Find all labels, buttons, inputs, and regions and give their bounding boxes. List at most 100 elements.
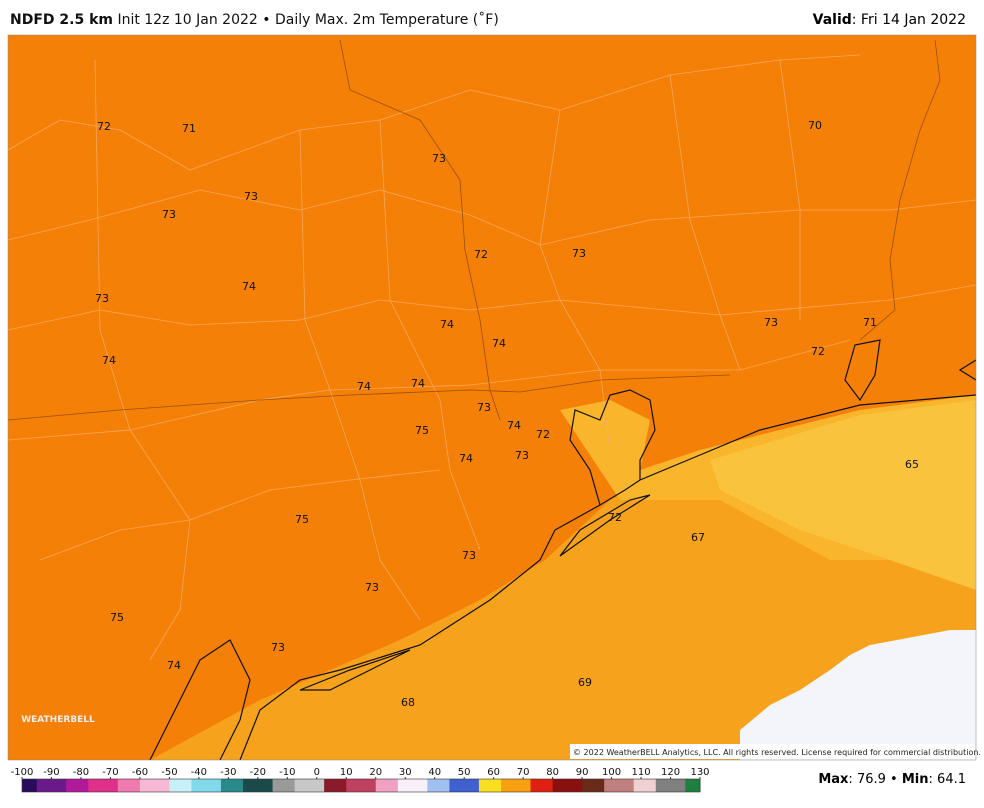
colorbar-cell — [375, 779, 384, 792]
valid-label: Valid — [812, 12, 852, 28]
colorbar-cell — [243, 779, 251, 792]
colorbar-cell — [692, 779, 701, 792]
colorbar-cell — [80, 779, 89, 792]
max-label: Max — [818, 772, 849, 787]
colorbar-cell — [154, 779, 163, 792]
colorbar-cell — [213, 779, 222, 792]
temperature-label: 72 — [474, 248, 488, 261]
colorbar-cell — [530, 779, 539, 792]
colorbar-cell — [641, 779, 649, 792]
colorbar-cell — [368, 779, 377, 792]
temperature-label: 71 — [863, 316, 877, 329]
colorbar-cell — [316, 779, 325, 792]
colorbar-cell — [250, 779, 259, 792]
colorbar-cell — [338, 779, 347, 792]
header: NDFD 2.5 km Init 12z 10 Jan 2022 • Daily… — [10, 12, 499, 28]
temperature-label: 73 — [432, 152, 446, 165]
colorbar-tick-label: 120 — [661, 767, 680, 778]
temperature-label: 74 — [102, 354, 116, 367]
temperature-label: 73 — [477, 401, 491, 414]
valid-value: : Fri 14 Jan 2022 — [851, 12, 966, 28]
colorbar-cell — [176, 779, 185, 792]
colorbar-cell — [117, 779, 126, 792]
colorbar-cell — [677, 779, 686, 792]
colorbar-tick-label: -40 — [191, 767, 207, 778]
colorbar-cell — [147, 779, 156, 792]
colorbar-tick-label: -100 — [11, 767, 34, 778]
temperature-label: 74 — [357, 380, 371, 393]
colorbar-cell — [302, 779, 310, 792]
yellow-band — [710, 400, 976, 590]
colorbar-cell — [184, 779, 192, 792]
colorbar-cell — [486, 779, 495, 792]
colorbar-cell — [139, 779, 148, 792]
colorbar-cell — [220, 779, 229, 792]
colorbar-cell — [132, 779, 141, 792]
colorbar-cell — [596, 779, 605, 792]
colorbar-tick-label: -60 — [132, 767, 148, 778]
colorbar-tick-label: 110 — [631, 767, 650, 778]
copyright-box — [570, 744, 975, 759]
temperature-label: 73 — [162, 208, 176, 221]
colorbar-cell — [427, 779, 436, 792]
colorbar-cell — [383, 779, 391, 792]
colon: : — [848, 772, 853, 787]
colorbar-tick-label: 90 — [576, 767, 589, 778]
colorbar-cell — [545, 779, 554, 792]
coastline — [149, 339, 976, 760]
colorbar-cell — [655, 779, 664, 792]
temperature-label: 73 — [365, 581, 379, 594]
colorbar-cell — [611, 779, 620, 792]
colorbar-cell — [73, 779, 82, 792]
colorbar-cell — [633, 779, 642, 792]
colorbar-tick-label: 0 — [314, 767, 320, 778]
colorbar-cell — [559, 779, 568, 792]
colorbar-cell — [574, 779, 583, 792]
colorbar-tick-label: 60 — [487, 767, 500, 778]
temperature-label: 75 — [295, 513, 309, 526]
temperature-label: 74 — [242, 280, 256, 293]
colorbar-tick-label: -10 — [279, 767, 295, 778]
colorbar-cell — [235, 779, 244, 792]
colorbar-cell — [95, 779, 104, 792]
colorbar-cell — [405, 779, 414, 792]
colorbar-cell — [169, 779, 178, 792]
colorbar-tick-label: 70 — [517, 767, 530, 778]
colorbar-cell — [125, 779, 134, 792]
colorbar-cell — [508, 779, 517, 792]
colorbar-cell — [515, 779, 524, 792]
colorbar-cell — [324, 779, 333, 792]
colorbar-cell — [567, 779, 576, 792]
temperature-label: 74 — [492, 337, 506, 350]
colorbar-cell — [390, 779, 399, 792]
colorbar-cell — [66, 779, 75, 792]
colorbar-cell — [663, 779, 672, 792]
colorbar-cell — [397, 779, 406, 792]
colorbar-cell — [51, 779, 60, 792]
map-area — [8, 35, 976, 760]
temperature-label: 68 — [401, 696, 415, 709]
colorbar-tick-label: -70 — [102, 767, 118, 778]
colorbar-tick-label: 20 — [369, 767, 382, 778]
temperature-label: 75 — [110, 611, 124, 624]
temperature-label: 74 — [440, 318, 454, 331]
colorbar-tick-label: -50 — [161, 767, 177, 778]
temperature-label: 73 — [244, 190, 258, 203]
model: NDFD 2.5 km — [10, 12, 113, 28]
colorbar-cell — [361, 779, 369, 792]
temperature-label: 72 — [97, 120, 111, 133]
colorbar-cell — [279, 779, 288, 792]
colorbar-cell — [257, 779, 266, 792]
map-frame — [7, 34, 977, 761]
temperature-label: 74 — [167, 659, 181, 672]
colorbar-cell — [162, 779, 170, 792]
colorbar-cell — [419, 779, 428, 792]
colorbar-cell — [589, 779, 598, 792]
colorbar-cell — [442, 779, 450, 792]
temperature-label: 65 — [905, 458, 919, 471]
colorbar-cell — [523, 779, 531, 792]
temperature-label: 72 — [608, 511, 622, 524]
colorbar-frame — [21, 778, 701, 793]
colorbar-cell — [294, 779, 303, 792]
